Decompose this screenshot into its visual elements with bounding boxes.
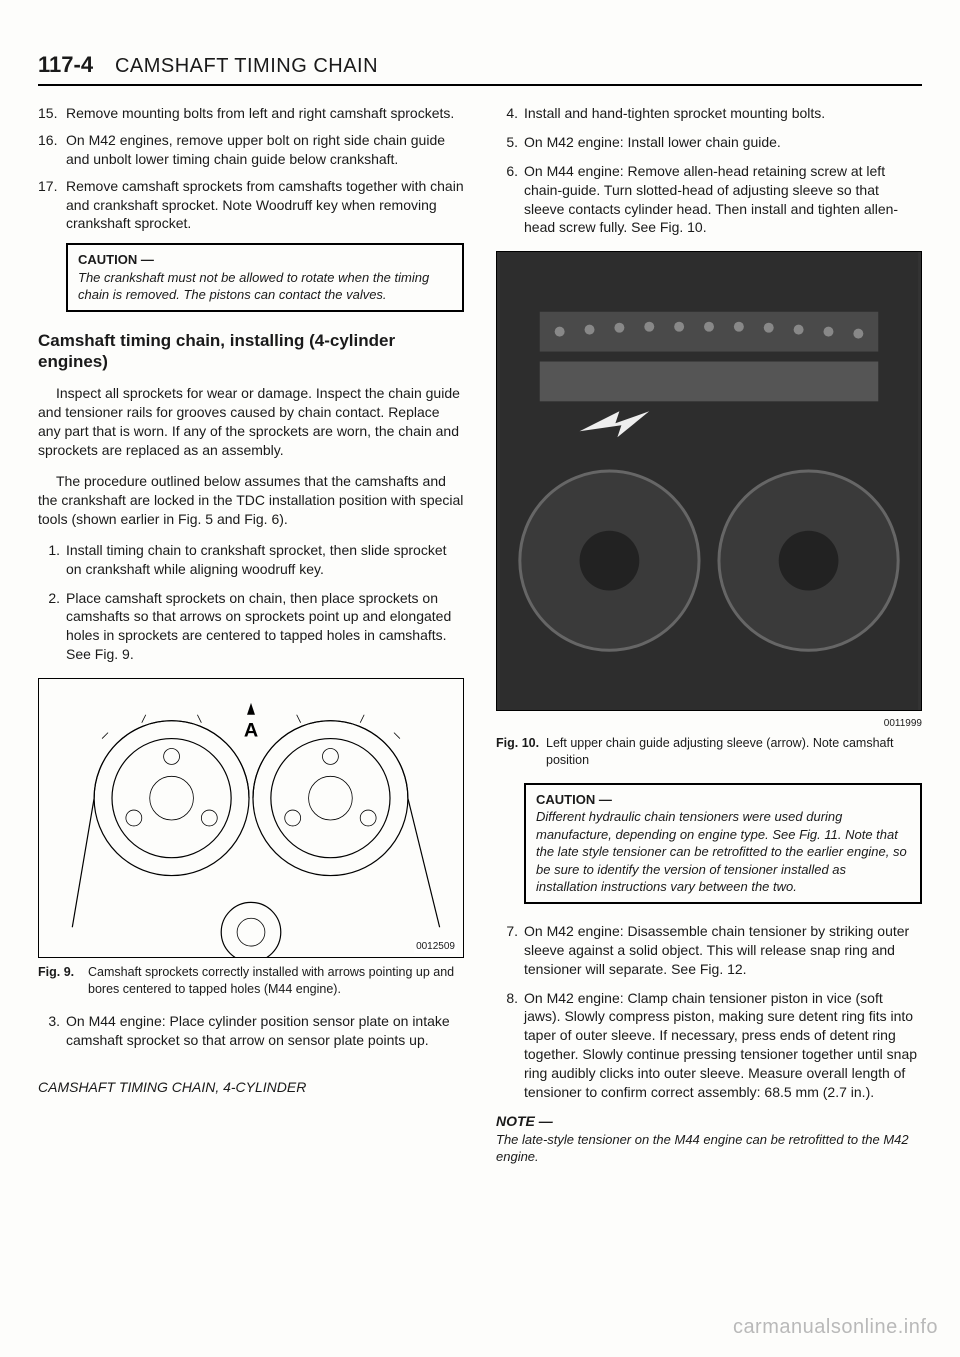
- step-num: 8.: [496, 989, 518, 1102]
- caution-body: The crankshaft must not be allowed to ro…: [78, 269, 452, 304]
- caution-heading: CAUTION —: [78, 251, 452, 269]
- watermark: carmanualsonline.info: [733, 1314, 938, 1341]
- install-steps-a: 1.Install timing chain to crankshaft spr…: [38, 541, 464, 664]
- step-num: 17.: [38, 177, 66, 234]
- step-text: Install and hand-tighten sprocket mounti…: [524, 104, 825, 123]
- step-text: Remove camshaft sprockets from camshafts…: [66, 177, 464, 234]
- step-text: On M42 engine: Clamp chain tensioner pis…: [524, 989, 922, 1102]
- step-num: 5.: [496, 133, 518, 152]
- step-text: On M42 engine: Install lower chain guide…: [524, 133, 781, 152]
- step-5: 5. On M42 engine: Install lower chain gui…: [496, 133, 922, 152]
- step-text: On M44 engine: Remove allen-head retaini…: [524, 162, 922, 238]
- paragraph-procedure: The procedure outlined below assumes tha…: [38, 472, 464, 529]
- step-num: 7.: [496, 922, 518, 979]
- step-text: Remove mounting bolts from left and righ…: [66, 104, 454, 123]
- sprocket-diagram-icon: A: [39, 679, 463, 957]
- figure-caption-text: Camshaft sprockets correctly installed w…: [88, 964, 464, 998]
- page-number: 117-4: [38, 50, 93, 80]
- figure-label: Fig. 9.: [38, 964, 88, 998]
- step-17: 17.Remove camshaft sprockets from camsha…: [38, 177, 464, 234]
- left-column: 15.Remove mounting bolts from left and r…: [38, 104, 464, 1166]
- step-7: 7.On M42 engine: Disassemble chain tensi…: [496, 922, 922, 979]
- step-6: 6.On M44 engine: Remove allen-head retai…: [496, 162, 922, 238]
- figure-label: Fig. 10.: [496, 735, 546, 769]
- step-text: Place camshaft sprockets on chain, then …: [66, 589, 464, 665]
- step-text: On M42 engines, remove upper bolt on rig…: [66, 131, 464, 169]
- note-heading: NOTE —: [496, 1112, 922, 1131]
- step-15: 15.Remove mounting bolts from left and r…: [38, 104, 464, 123]
- section-heading: Camshaft timing chain, installing (4-cyl…: [38, 330, 464, 373]
- step-4: 4. Install and hand-tighten sprocket moun…: [496, 104, 922, 123]
- step-text: On M42 engine: Disassemble chain tension…: [524, 922, 922, 979]
- step-num: 16.: [38, 131, 66, 169]
- step-2: 2.Place camshaft sprockets on chain, the…: [38, 589, 464, 665]
- figure-10: [496, 251, 922, 711]
- step-text: Install timing chain to crankshaft sproc…: [66, 541, 464, 579]
- figure-10-id: 0011999: [496, 717, 922, 731]
- caution-body: Different hydraulic chain tensioners wer…: [536, 808, 910, 896]
- step-num: 1.: [38, 541, 60, 579]
- note-body: The late-style tensioner on the M44 engi…: [496, 1131, 922, 1166]
- step-16: 16.On M42 engines, remove upper bolt on …: [38, 131, 464, 169]
- caution-box-crankshaft: CAUTION — The crankshaft must not be all…: [66, 243, 464, 312]
- step-1: 1.Install timing chain to crankshaft spr…: [38, 541, 464, 579]
- step-num: 2.: [38, 589, 60, 665]
- figure-caption-text: Left upper chain guide adjusting sleeve …: [546, 735, 922, 769]
- step-8: 8.On M42 engine: Clamp chain tensioner p…: [496, 989, 922, 1102]
- page-header: 117-4 CAMSHAFT TIMING CHAIN: [38, 50, 922, 86]
- figure-9: A 0012509: [38, 678, 464, 958]
- install-steps-b: 3.On M44 engine: Place cylinder position…: [38, 1012, 464, 1050]
- right-column: 4. Install and hand-tighten sprocket moun…: [496, 104, 922, 1166]
- figure-10-caption: Fig. 10. Left upper chain guide adjustin…: [496, 735, 922, 769]
- figure-id: 0012509: [414, 940, 457, 954]
- label-A: A: [244, 720, 258, 742]
- footer-section: CAMSHAFT TIMING CHAIN, 4-CYLINDER: [38, 1078, 464, 1097]
- caution-box-tensioner: CAUTION — Different hydraulic chain tens…: [524, 783, 922, 904]
- note-box: NOTE — The late-style tensioner on the M…: [496, 1112, 922, 1166]
- install-steps-right-b: 7.On M42 engine: Disassemble chain tensi…: [496, 922, 922, 1102]
- steps-removal: 15.Remove mounting bolts from left and r…: [38, 104, 464, 233]
- step-num: 6.: [496, 162, 518, 238]
- engine-photo-icon: [497, 252, 921, 710]
- step-num: 15.: [38, 104, 66, 123]
- step-num: 4.: [496, 104, 518, 123]
- caution-heading: CAUTION —: [536, 791, 910, 809]
- step-num: 3.: [38, 1012, 60, 1050]
- install-steps-right-a: 4. Install and hand-tighten sprocket moun…: [496, 104, 922, 237]
- paragraph-inspect: Inspect all sprockets for wear or damage…: [38, 384, 464, 460]
- step-text: On M44 engine: Place cylinder position s…: [66, 1012, 464, 1050]
- page-title: CAMSHAFT TIMING CHAIN: [115, 55, 378, 77]
- figure-9-caption: Fig. 9. Camshaft sprockets correctly ins…: [38, 964, 464, 998]
- step-3: 3.On M44 engine: Place cylinder position…: [38, 1012, 464, 1050]
